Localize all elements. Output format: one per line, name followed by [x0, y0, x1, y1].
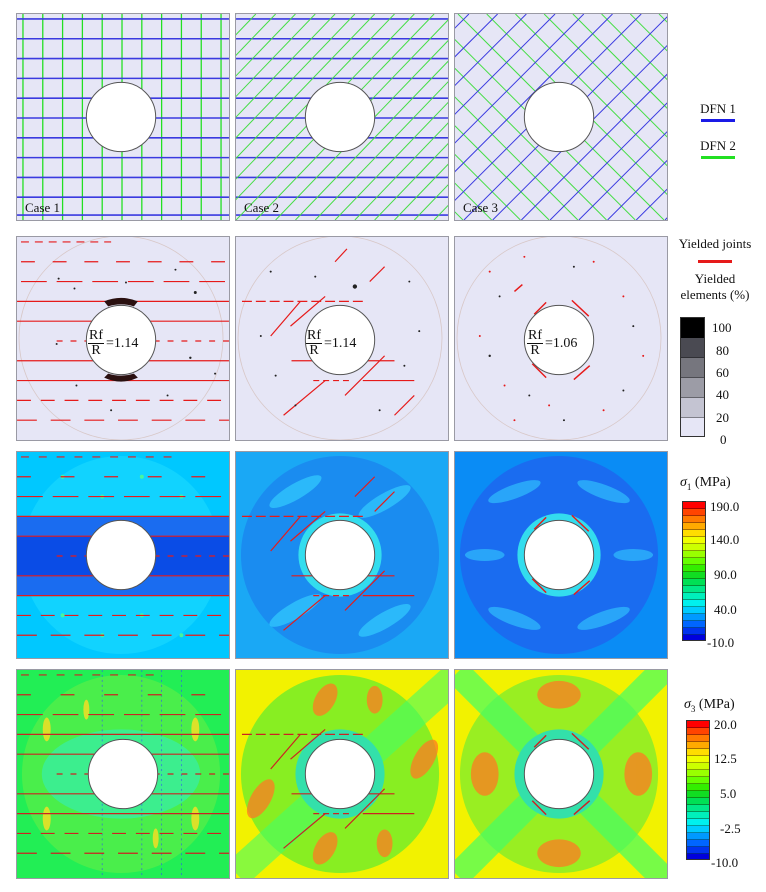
sigma3-tick-20: 20.0 — [714, 717, 737, 732]
sigma3-map-case3 — [455, 670, 667, 878]
yield-panel-case1: Rf R =1.14 — [16, 236, 230, 441]
yield-tick-60: 60 — [716, 365, 729, 380]
sigma1-map-case2 — [240, 455, 440, 655]
sigma1-panel-case3 — [454, 451, 668, 659]
sigma3-tick-neg2-5: -2.5 — [720, 821, 741, 836]
dfn-panel-case1: Case 1 — [16, 13, 230, 221]
yield-map-case1 — [17, 237, 229, 440]
sigma3-panel-case1 — [16, 669, 230, 879]
dfn2-label: DFN 2 — [700, 138, 736, 153]
yield-tick-20: 20 — [716, 410, 729, 425]
case-label: Case 2 — [244, 200, 280, 215]
yield-map-case2 — [237, 237, 443, 440]
dfn2-swatch — [701, 156, 735, 159]
yield-colorbar — [680, 317, 705, 437]
case-label: Case 3 — [463, 200, 499, 215]
ratio-label-case3: Rf R =1.06 — [527, 328, 578, 358]
yield-tick-40: 40 — [716, 387, 729, 402]
sigma3-tick-neg10: -10.0 — [711, 855, 739, 870]
yielded-joints-swatch — [698, 260, 732, 263]
yield-panel-case2: Rf R =1.14 — [235, 236, 449, 441]
sigma1-map-case1 — [17, 455, 229, 655]
dfn-legend: DFN 1 DFN 2 — [688, 101, 748, 159]
yield-tick-0: 0 — [720, 432, 727, 447]
dfn-grid-case1 — [17, 14, 229, 220]
dfn1-label: DFN 1 — [700, 101, 736, 116]
case-label: Case 1 — [25, 200, 61, 215]
sigma3-panel-case3 — [454, 669, 668, 879]
sigma1-tick-40: 40.0 — [714, 602, 737, 617]
ratio-label-case2: Rf R =1.14 — [306, 328, 357, 358]
sigma3-panel-case2 — [235, 669, 449, 879]
sigma1-map-case3 — [459, 455, 659, 655]
yielded-joints-label: Yielded joints — [678, 236, 752, 251]
sigma3-colorbar — [686, 720, 710, 860]
dfn-panel-case2: Case 2 — [235, 13, 449, 221]
yielded-elements-label-1: Yielded — [694, 271, 736, 286]
yield-panel-case3: Rf R =1.06 — [454, 236, 668, 441]
dfn-grid-case2 — [236, 14, 448, 220]
dfn1-swatch — [701, 119, 735, 122]
sigma1-tick-140: 140.0 — [710, 532, 740, 547]
sigma3-tick-12-5: 12.5 — [714, 751, 737, 766]
sigma3-legend-title: σ3 (MPa) — [684, 697, 735, 714]
sigma3-map-case1 — [17, 670, 229, 878]
sigma1-tick-neg10: -10.0 — [707, 635, 735, 650]
yield-legend: Yielded joints Yielded elements (%) — [664, 236, 766, 303]
sigma3-map-case2 — [236, 670, 448, 878]
yielded-elements-label-2: elements (%) — [680, 287, 750, 302]
dfn-grid-case3 — [455, 14, 667, 220]
sigma1-panel-case2 — [235, 451, 449, 659]
ratio-label-case1: Rf R =1.14 — [88, 328, 139, 358]
sigma3-tick-5: 5.0 — [720, 786, 737, 801]
dfn-panel-case3: Case 3 — [454, 13, 668, 221]
sigma1-legend-title: σ1 (MPa) — [680, 475, 731, 492]
sigma1-tick-190: 190.0 — [710, 499, 740, 514]
sigma1-colorbar — [682, 501, 706, 641]
yield-map-case3 — [456, 237, 662, 440]
yield-tick-100: 100 — [712, 320, 732, 335]
sigma1-tick-90: 90.0 — [714, 567, 737, 582]
sigma1-panel-case1 — [16, 451, 230, 659]
yield-tick-80: 80 — [716, 343, 729, 358]
